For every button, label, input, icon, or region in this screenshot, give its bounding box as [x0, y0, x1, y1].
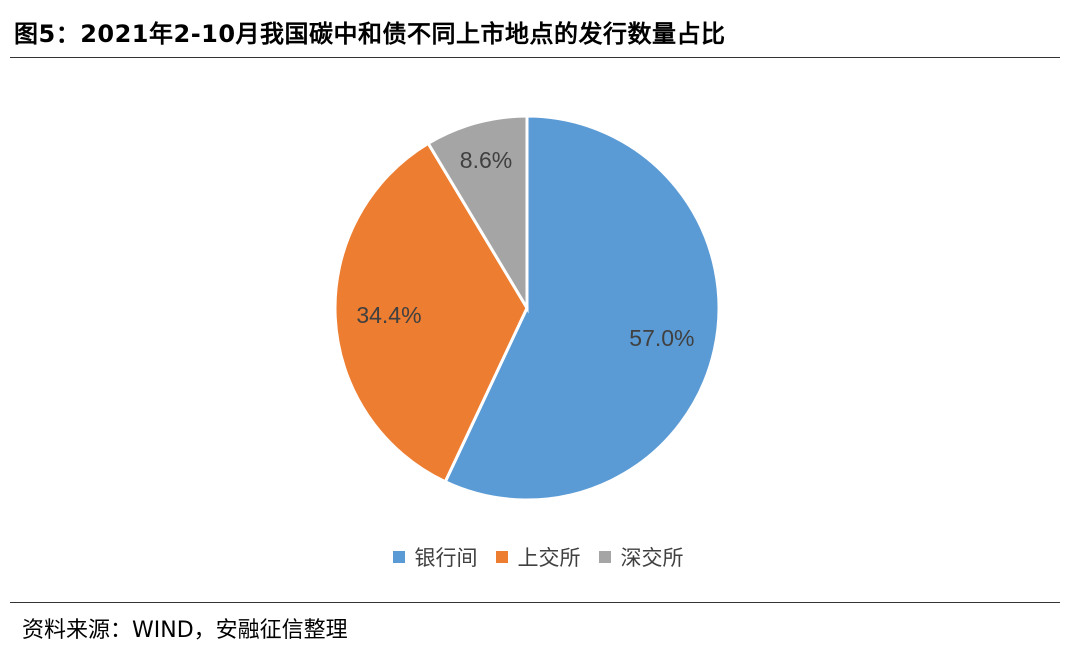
legend-item-yinhangjian: 银行间	[392, 542, 478, 572]
pie-data-label-2: 34.4%	[356, 302, 421, 328]
pie-slice-1	[443, 114, 721, 502]
pie-data-label-3: 8.6%	[460, 147, 512, 173]
legend-swatch-shangjiaosuo	[495, 551, 508, 563]
pie-slice-3	[426, 114, 529, 314]
pie-slices	[333, 114, 721, 502]
legend-label-shenjiaosuo: 深交所	[620, 546, 684, 570]
legend-label-shangjiaosuo: 上交所	[517, 546, 581, 570]
pie-data-labels: 57.0% 34.4% 8.6%	[356, 147, 694, 351]
legend-item-shangjiaosuo: 上交所	[495, 542, 581, 572]
source-note: 资料来源：WIND，安融征信整理	[22, 618, 348, 643]
page-title: 图5：2021年2-10月我国碳中和债不同上市地点的发行数量占比	[14, 20, 726, 48]
legend-swatch-shenjiaosuo	[598, 551, 611, 563]
chart-legend: 银行间 上交所 深交所	[0, 542, 1076, 572]
legend-swatch-yinhangjian	[392, 551, 405, 563]
pie-chart: 57.0% 34.4% 8.6%	[333, 114, 721, 502]
pie-slice-2	[333, 141, 529, 484]
pie-data-label-1: 57.0%	[629, 325, 694, 351]
legend-label-yinhangjian: 银行间	[414, 546, 478, 570]
legend-item-shenjiaosuo: 深交所	[598, 542, 684, 572]
footer-divider	[10, 602, 1060, 603]
title-divider	[10, 57, 1060, 58]
